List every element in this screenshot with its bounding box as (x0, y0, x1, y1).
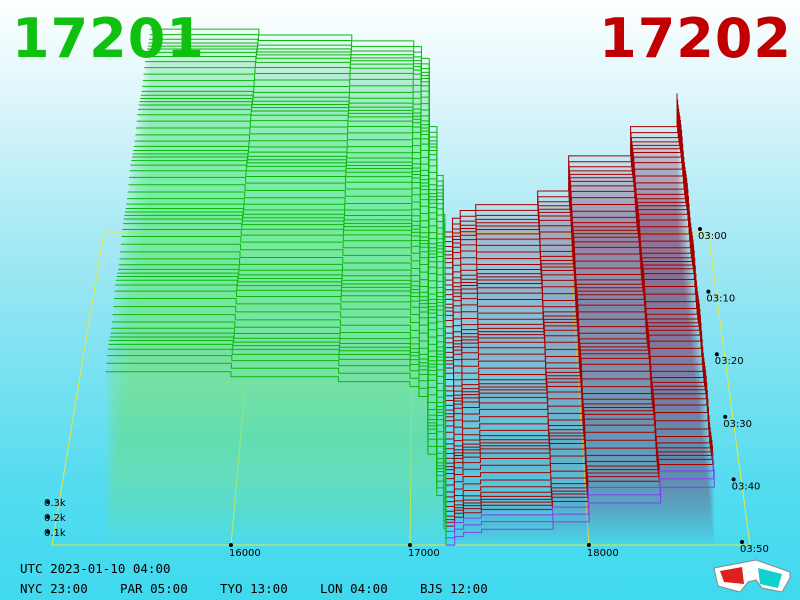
bid-slice-fill (109, 340, 446, 521)
time-tick-label: 03:40 (732, 481, 761, 492)
bid-slice-fill (147, 46, 445, 252)
bid-slice-fill (107, 355, 446, 536)
y-tick-dot (46, 500, 50, 504)
x-tick-label: 18000 (587, 548, 619, 559)
lon-time: LON 04:00 (320, 581, 388, 596)
chart-frame (51, 231, 751, 547)
bid-slice-fill (148, 42, 445, 247)
bid-slice-fill (125, 208, 446, 406)
bid-slice-fill (143, 74, 446, 281)
bid-slice-fill (137, 114, 446, 324)
ask-depth-line (446, 469, 715, 546)
time-tick-label: 03:30 (723, 419, 752, 430)
x-grid-line (409, 231, 415, 546)
time-tick-dot (714, 352, 719, 357)
bid-depth-line (105, 371, 447, 545)
bid-slice-fill (149, 34, 445, 237)
bid-slice-fill (107, 349, 446, 531)
bid-slice-fill (116, 276, 446, 468)
bid-slice-fill (126, 204, 446, 401)
bid-slice-fill (127, 191, 446, 391)
x-tick-label: 17000 (408, 548, 440, 559)
y-tick-label: 0.3k (44, 498, 66, 509)
y-tick-dot (46, 530, 50, 534)
bid-slice-fill (122, 229, 446, 430)
bjs-time: BJS 12:00 (420, 581, 488, 596)
bid-slice-fill (145, 56, 445, 266)
y-tick-label: 0.2k (44, 513, 66, 524)
tyo-time: TYO 13:00 (220, 581, 288, 596)
bid-slice-fill (140, 98, 446, 305)
par-time: PAR 05:00 (120, 581, 188, 596)
time-tick-dot (731, 477, 736, 482)
x-grid-line (568, 231, 590, 546)
bid-slice-fill (118, 269, 446, 459)
bid-slice-fill (121, 236, 446, 435)
utc-time: UTC 2023-01-10 04:00 (20, 561, 171, 576)
3d-glasses-icon[interactable] (712, 558, 792, 594)
x-tick-dot (586, 543, 591, 547)
bid-slice-fill (120, 251, 446, 444)
nyc-time: NYC 23:00 (20, 581, 88, 596)
bid-slice-fill (113, 298, 446, 488)
bid-slice-fill (110, 333, 446, 512)
bid-slice-fill (124, 212, 446, 411)
time-tick-label: 03:00 (698, 231, 727, 242)
x-tick-dot (228, 543, 233, 547)
x-grid-line (230, 231, 260, 546)
bid-slice-fill (135, 127, 446, 334)
x-tick-label: 16000 (229, 548, 261, 559)
bid-slice-fill (111, 322, 446, 502)
bid-slice-fill (142, 86, 446, 290)
bid-slice-fill (129, 177, 446, 382)
time-tick-label: 03:20 (715, 356, 744, 367)
time-tick-label: 03:50 (740, 544, 769, 555)
time-tick-label: 03:10 (706, 294, 735, 305)
bid-slice-fill (122, 223, 446, 425)
time-tick-dot (723, 414, 728, 419)
ask-price: 17202 (599, 7, 792, 70)
y-tick-dot (46, 515, 50, 519)
bid-slice-fill (113, 306, 446, 493)
bid-slice-fill (108, 344, 446, 526)
bid-slice-fill (118, 264, 446, 454)
y-tick-label: 0.1k (44, 528, 66, 539)
time-tick-dot (698, 227, 702, 231)
bid-slice-fill (106, 363, 446, 541)
time-tick-dot (706, 289, 711, 294)
bid-slice-fill (130, 165, 446, 372)
floor-outline (51, 231, 751, 546)
x-tick-dot (407, 543, 412, 547)
axis-labels: 16000 17000 18000 0.1k 0.2k 0.3k 03:00 03:10 03:… (44, 227, 769, 559)
bid-slice-fill (112, 314, 446, 497)
depth-slices (105, 28, 715, 546)
time-tick-dot (740, 540, 744, 544)
bid-price: 17201 (12, 7, 205, 70)
bid-slice-fill (105, 371, 446, 545)
